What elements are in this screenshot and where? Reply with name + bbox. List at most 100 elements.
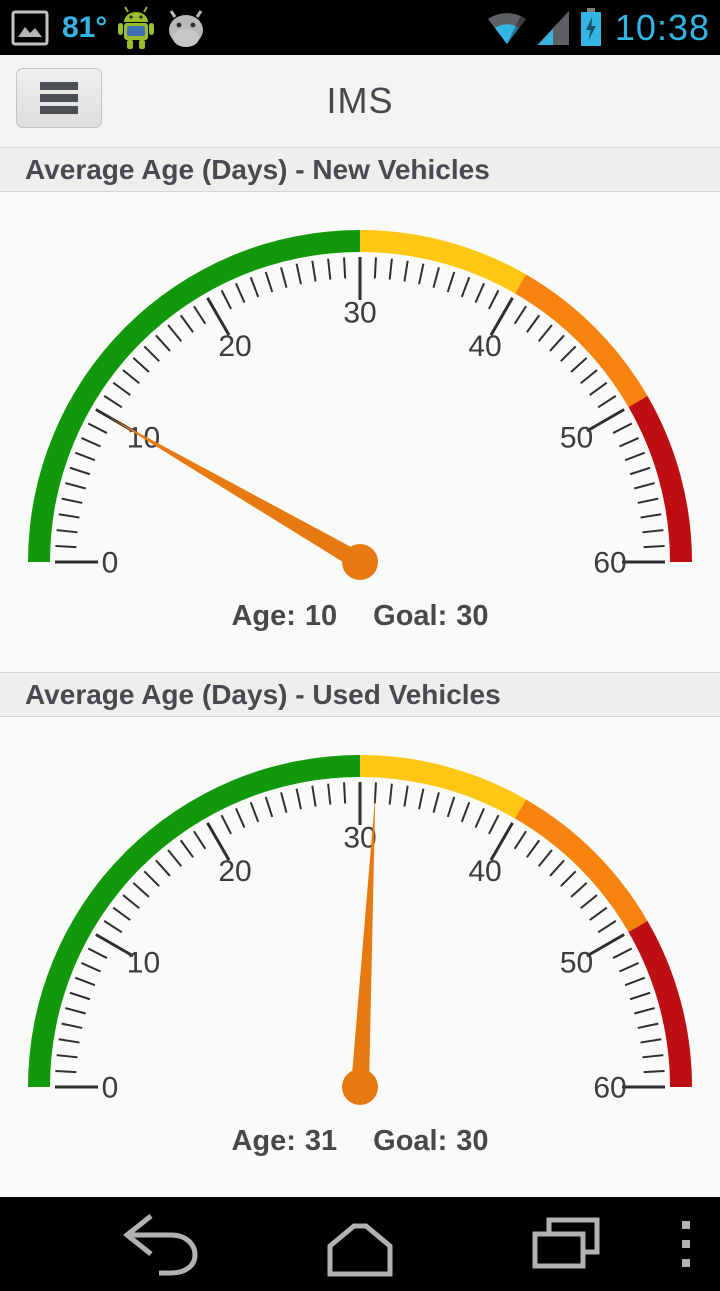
gauge-tick-label: 60 — [593, 1072, 626, 1105]
gauge-minor-tick — [343, 782, 347, 804]
gauge-major-tick — [586, 408, 625, 433]
gauge-minor-tick — [474, 807, 485, 828]
gauge-minor-tick — [629, 466, 651, 476]
status-bar-right: 10:38 — [487, 7, 710, 49]
gauge-band — [28, 755, 360, 1087]
status-bar: 81° — [0, 0, 720, 55]
menu-button[interactable] — [16, 68, 102, 128]
gauge-minor-tick — [537, 849, 553, 867]
gauge-tick-label: 60 — [593, 547, 626, 580]
gauge-minor-tick — [193, 305, 207, 325]
gauge-minor-tick — [570, 882, 588, 898]
gauge-band — [360, 230, 526, 294]
gauge-caption-new: Age: 10 Goal: 30 — [0, 598, 720, 634]
gauge-minor-tick — [235, 282, 246, 303]
gauge-band — [360, 755, 526, 819]
gauge-minor-tick — [580, 369, 598, 385]
back-icon — [122, 1214, 198, 1276]
gauge-minor-tick — [280, 792, 288, 813]
gauge-tick-label: 50 — [560, 422, 593, 455]
gauge-minor-tick — [642, 529, 664, 534]
gauge-minor-tick — [597, 920, 617, 934]
gauge-minor-tick — [460, 276, 471, 298]
gauge-minor-tick — [637, 497, 659, 504]
recents-button[interactable] — [520, 1197, 610, 1291]
gauge-major-tick — [586, 933, 625, 958]
gauge-major-tick — [489, 822, 514, 861]
gauge-band — [28, 230, 360, 562]
gauge-major-tick — [206, 297, 231, 336]
gauge-minor-tick — [235, 807, 246, 828]
gauge-minor-tick — [61, 497, 83, 504]
back-button[interactable] — [115, 1197, 205, 1291]
status-bar-left: 81° — [10, 5, 207, 50]
gauge-minor-tick — [58, 1038, 80, 1044]
gauge-band — [515, 799, 648, 932]
gauge-minor-tick — [249, 276, 260, 298]
gauge-minor-tick — [474, 282, 485, 303]
gauge-minor-tick — [80, 962, 101, 973]
home-icon — [327, 1223, 393, 1277]
gauge-minor-tick — [403, 260, 409, 282]
gauge-minor-tick — [643, 545, 665, 549]
navigation-bar — [0, 1197, 720, 1291]
overflow-menu-button[interactable] — [666, 1197, 706, 1291]
gauge-minor-tick — [220, 814, 232, 835]
gauge-minor-tick — [640, 513, 662, 519]
gauge-major-tick — [489, 297, 514, 336]
gauge-minor-tick — [122, 894, 140, 910]
gauge-tick-label: 30 — [343, 297, 376, 330]
gauge-minor-tick — [179, 314, 194, 333]
home-button[interactable] — [315, 1197, 405, 1291]
gauge-caption-used: Age: 31 Goal: 30 — [0, 1123, 720, 1159]
gauge-minor-tick — [87, 947, 108, 959]
gauge-minor-tick — [526, 314, 541, 333]
gauge-minor-tick — [560, 870, 577, 887]
gauge-minor-tick — [122, 369, 140, 385]
gauge-minor-tick — [280, 267, 288, 288]
gauge-minor-tick — [343, 257, 347, 279]
wifi-icon — [487, 12, 526, 44]
goal-value: 30 — [456, 599, 489, 632]
gauge-minor-tick — [403, 785, 409, 807]
gauge-major-tick — [206, 822, 231, 861]
gauge-minor-tick — [619, 962, 640, 973]
gauge-tick-label: 0 — [102, 1072, 119, 1105]
gauge-minor-tick — [560, 345, 577, 362]
gauge-minor-tick — [624, 451, 646, 462]
section-title: Average Age (Days) - Used Vehicles — [25, 678, 501, 710]
gauge-needle — [351, 795, 376, 1088]
goal-value: 30 — [456, 1124, 489, 1157]
gauge-minor-tick — [549, 859, 565, 877]
gauge-minor-tick — [87, 422, 108, 434]
section-title: Average Age (Days) - New Vehicles — [25, 153, 490, 185]
gauge-minor-tick — [295, 788, 302, 810]
gauge-minor-tick — [167, 324, 183, 342]
gauge-minor-tick — [612, 947, 633, 959]
gauge-minor-tick — [56, 529, 78, 534]
temperature-text: 81° — [62, 10, 108, 44]
gauge-major-tick — [95, 933, 134, 958]
gauge-minor-tick — [155, 334, 171, 352]
gauge-minor-tick — [143, 870, 160, 887]
gauge-minor-tick — [634, 482, 655, 490]
gauge-minor-tick — [460, 801, 471, 823]
gauge-band — [515, 274, 648, 407]
gauge-minor-tick — [513, 830, 527, 850]
gauge-minor-tick — [56, 1054, 78, 1059]
gauge-minor-tick — [264, 796, 274, 818]
gauge-needle — [107, 416, 365, 570]
gauge-minor-tick — [549, 334, 565, 352]
age-value: 31 — [304, 1124, 338, 1157]
gauge-minor-tick — [80, 437, 101, 448]
gallery-icon — [11, 10, 49, 45]
gauge-minor-tick — [634, 1007, 655, 1015]
gauge-minor-tick — [58, 513, 80, 519]
signal-icon — [536, 10, 569, 45]
gauge-minor-tick — [432, 267, 440, 288]
gauge-minor-tick — [74, 976, 96, 987]
gauge-minor-tick — [624, 976, 646, 987]
goal-label: Goal: — [373, 599, 448, 632]
app-header: IMS — [0, 55, 720, 147]
